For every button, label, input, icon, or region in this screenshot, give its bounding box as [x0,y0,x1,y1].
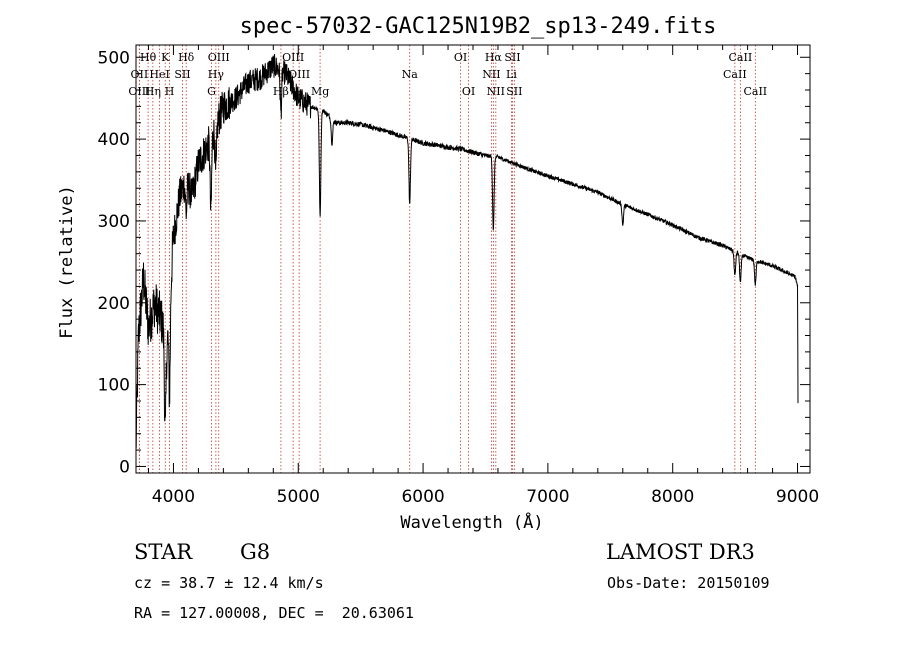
spectral-line-label: CaII [723,68,747,81]
spectral-line-label: Hθ [140,51,157,64]
spectral-line-label: Li [506,68,517,81]
spectrum-line [135,54,799,449]
x-tick-label: 8000 [651,487,694,507]
spectral-line-label: Hη [145,85,161,98]
chart-title: spec-57032-GAC125N19B2_sp13-249.fits [240,14,717,39]
spectral-line-label: OIII [282,51,304,64]
y-axis-label: Flux (relative) [57,185,77,339]
spectral-line-label: SII [506,85,522,98]
spectral-line-label: OII [131,68,149,81]
spectral-line-label: Hα [485,51,503,64]
spectral-line-label: SII [174,68,190,81]
spectral-line-label: K [161,51,170,64]
spectral-line-label: SII [504,51,520,64]
observation-date: Obs-Date: 20150109 [607,574,770,592]
spectral-line-label: CaII [729,51,753,64]
spectral-line-label: Hγ [208,68,225,81]
y-tick-label: 500 [98,48,130,68]
spectral-line-label: NII [482,68,500,81]
y-axis-ticks: 0 100 200 300 400 500 [98,48,810,477]
survey-name: LAMOST DR3 [606,540,755,564]
y-tick-label: 300 [98,212,130,232]
spectral-line-label: OIII [288,68,310,81]
spectral-line-label: G [207,85,216,98]
x-axis-label: Wavelength (Å) [400,511,543,533]
plot-frame [135,44,811,474]
spectral-line-label: NII [487,85,505,98]
y-tick-label: 400 [98,130,130,150]
y-tick-label: 0 [119,457,130,477]
spectral-line-label: OI [462,85,475,98]
x-tick-label: 7000 [526,487,569,507]
object-class: STAR [134,540,193,564]
spectral-line-label: OIII [208,51,230,64]
x-tick-label: 5000 [277,487,320,507]
y-tick-label: 200 [98,294,130,314]
spectral-line-label: HeI [149,68,169,81]
coordinates: RA = 127.00008, DEC = 20.63061 [134,604,414,622]
spectral-line-label: H [165,85,175,98]
spectral-line-label: Hβ [273,85,289,98]
x-tick-label: 6000 [401,487,444,507]
x-tick-label: 4000 [152,487,195,507]
object-subclass: G8 [240,540,271,564]
redshift-velocity: cz = 38.7 ± 12.4 km/s [134,574,324,592]
x-axis-ticks: 4000 5000 6000 7000 8000 9000 [147,45,819,507]
spectral-line-label: OI [454,51,467,64]
x-tick-label: 9000 [776,487,819,507]
spectral-line-markers [138,45,756,473]
spectral-line-label: Hδ [178,51,195,64]
spectral-line-label: Mg [311,85,329,98]
spectral-line-label: Na [402,68,419,81]
y-tick-label: 100 [98,376,130,396]
spectral-line-label: OIII [128,85,150,98]
spectral-line-label: CaII [743,85,767,98]
